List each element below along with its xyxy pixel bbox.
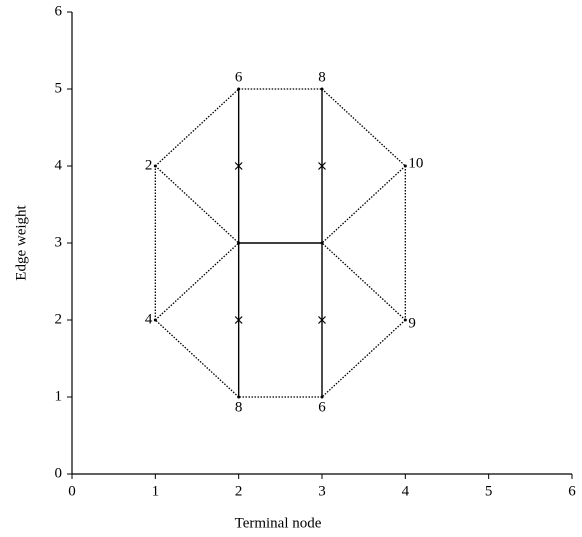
edge	[321, 88, 406, 167]
node-label: 6	[235, 69, 243, 85]
node	[403, 318, 407, 322]
node	[320, 241, 324, 245]
node	[237, 87, 241, 91]
node	[237, 395, 241, 399]
cross-marker	[318, 316, 326, 324]
y-tick-label: 2	[55, 311, 63, 327]
x-tick-label: 3	[318, 483, 326, 499]
node-label: 8	[235, 399, 243, 415]
edge	[154, 88, 240, 167]
x-tick-label: 0	[68, 483, 76, 499]
cross-stroke	[234, 316, 243, 324]
node-label: 4	[145, 311, 153, 327]
x-axis-label: Terminal node	[235, 515, 322, 531]
node	[153, 164, 157, 168]
cross-stroke	[318, 316, 326, 324]
edge	[154, 319, 240, 398]
node	[237, 241, 241, 245]
edge	[154, 242, 240, 321]
cross-stroke	[234, 162, 243, 170]
node-label: 9	[408, 315, 416, 331]
node	[153, 318, 157, 322]
edge	[321, 319, 406, 398]
x-tick-label: 1	[152, 483, 160, 499]
node-label: 2	[145, 157, 153, 173]
y-tick-label: 0	[55, 465, 63, 481]
cross-stroke	[318, 162, 326, 170]
y-tick-label: 1	[55, 388, 63, 404]
y-tick-label: 6	[55, 3, 63, 19]
x-tick-label: 6	[568, 483, 576, 499]
x-tick-label: 2	[235, 483, 243, 499]
y-tick-label: 5	[55, 80, 63, 96]
y-tick-label: 4	[55, 157, 63, 173]
edge	[154, 165, 240, 244]
node-label: 8	[318, 69, 326, 85]
node	[320, 395, 324, 399]
y-tick-label: 3	[55, 234, 63, 250]
x-tick-label: 5	[485, 483, 493, 499]
y-axis-label: Edge weight	[13, 204, 29, 280]
cross-marker	[318, 162, 326, 170]
edge	[321, 165, 406, 244]
node	[403, 164, 407, 168]
x-tick-label: 4	[402, 483, 410, 499]
cross-marker	[234, 162, 243, 170]
node-label: 6	[318, 399, 326, 415]
edge	[321, 242, 406, 321]
node	[320, 87, 324, 91]
cross-marker	[234, 316, 243, 324]
node-label: 10	[408, 155, 423, 171]
